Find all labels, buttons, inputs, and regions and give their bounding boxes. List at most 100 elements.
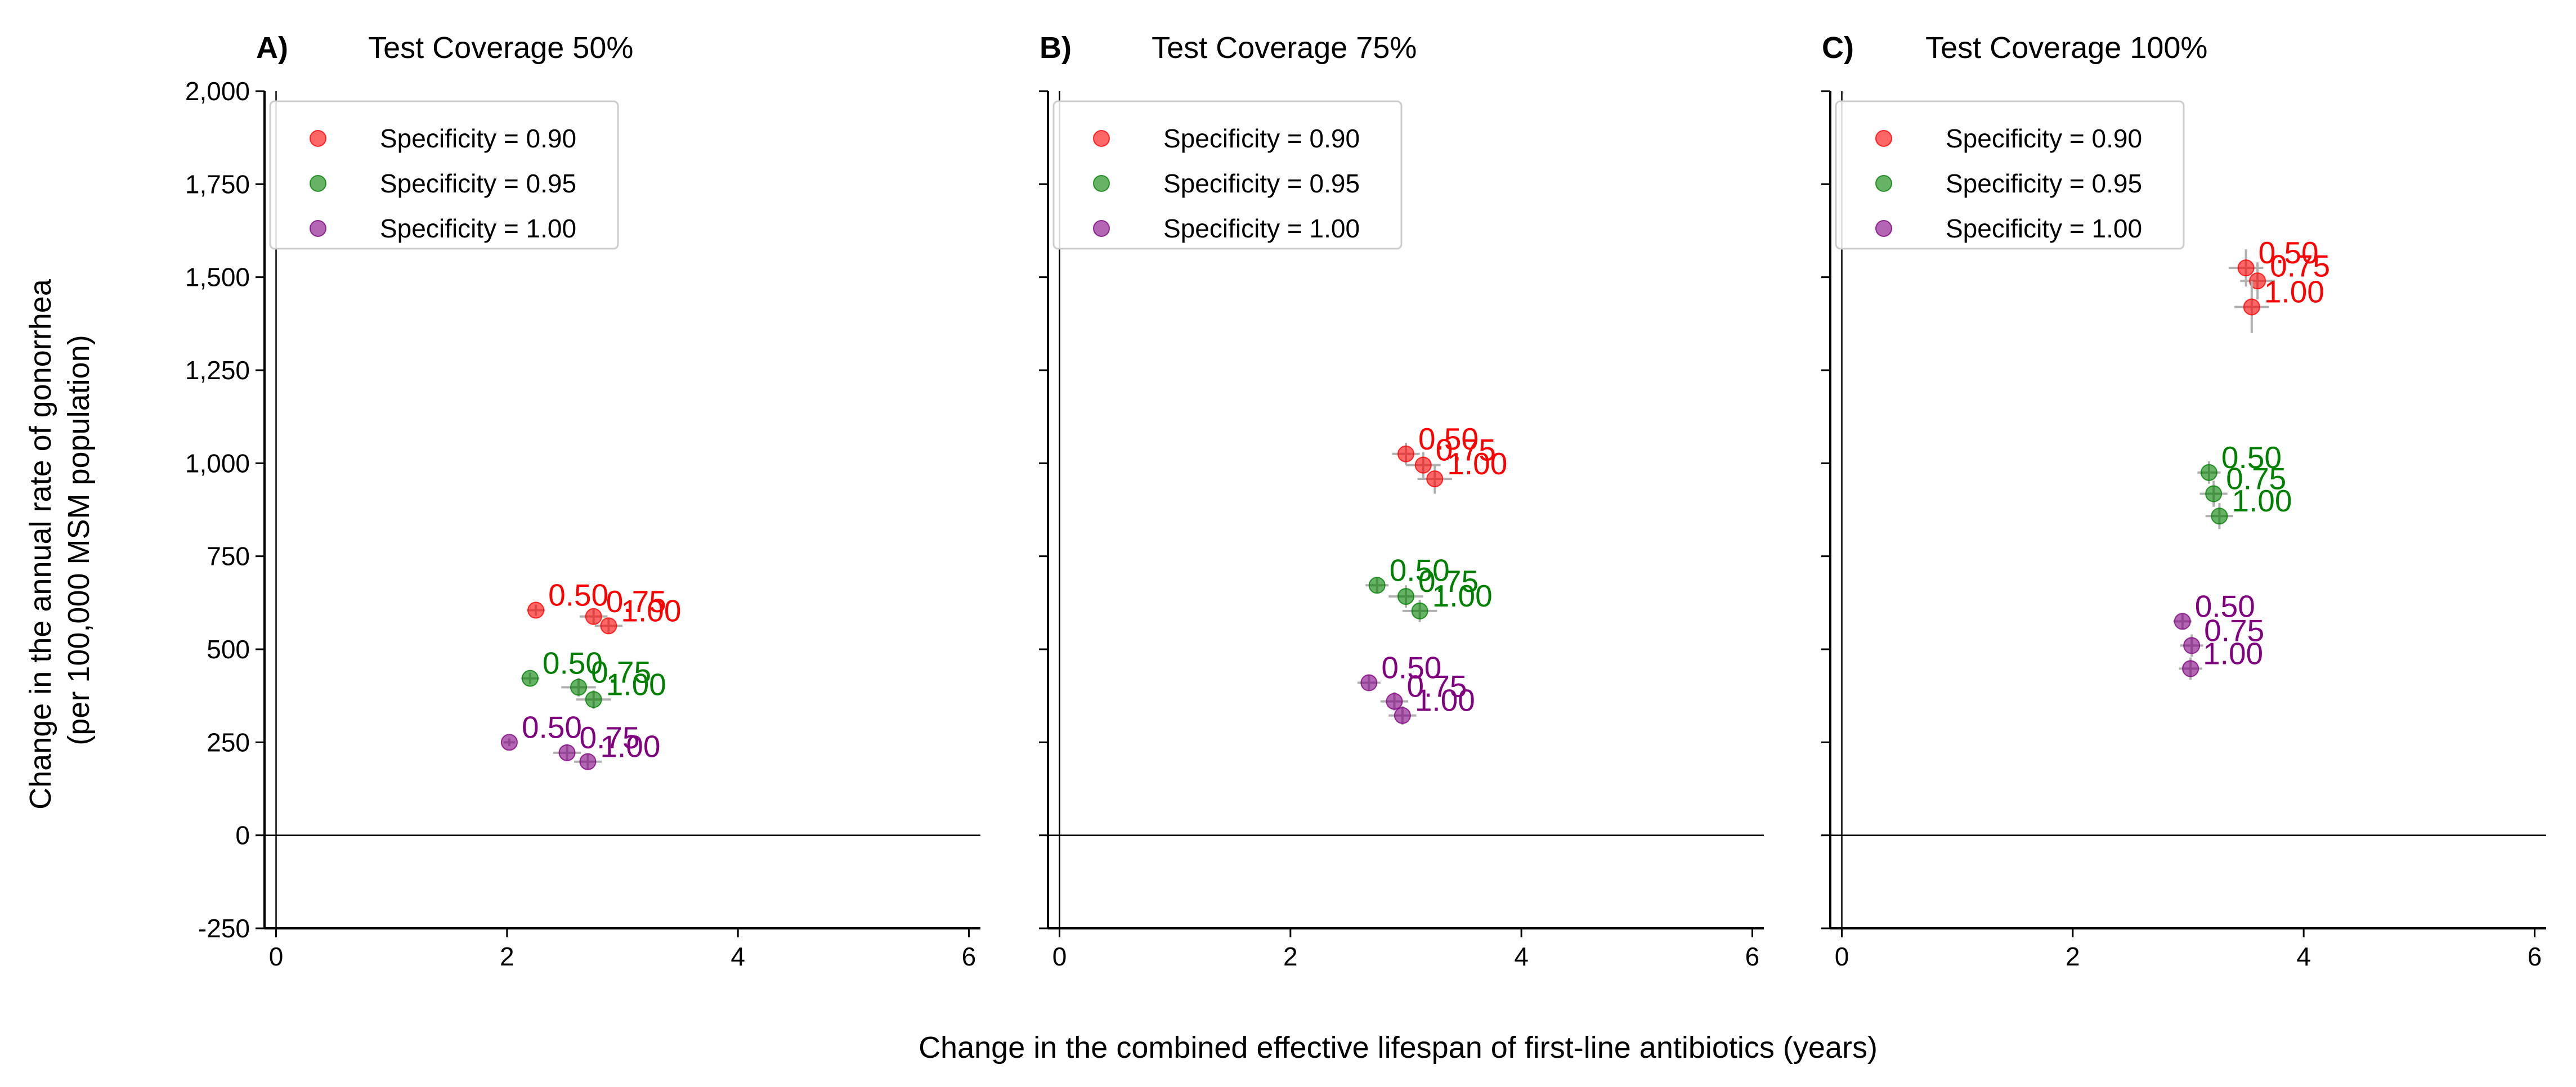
legend-box bbox=[269, 100, 619, 250]
data-point-label: 1.00 bbox=[606, 667, 666, 702]
data-point bbox=[2237, 259, 2255, 277]
data-point-label: 1.00 bbox=[1415, 683, 1475, 718]
data-point-label: 1.00 bbox=[2203, 636, 2263, 671]
legend-box bbox=[1835, 100, 2185, 250]
legend: Specificity = 0.90 Specificity = 0.95 Spec… bbox=[1835, 100, 2185, 250]
y-tick-label: 1,250 bbox=[185, 356, 250, 385]
y-tick-label: 250 bbox=[207, 727, 250, 757]
x-tick-label: 6 bbox=[2528, 942, 2542, 971]
data-point bbox=[2182, 660, 2199, 677]
y-tick-label: -250 bbox=[198, 914, 250, 943]
data-point bbox=[2205, 485, 2223, 502]
legend-marker bbox=[1875, 175, 1892, 192]
x-tick-label: 2 bbox=[2066, 942, 2080, 971]
panel-letter: A) bbox=[256, 31, 288, 65]
x-axis-title: Change in the combined effective lifespa… bbox=[919, 1031, 1878, 1064]
data-point-label: 0.75 bbox=[591, 654, 651, 689]
data-point-label: 1.00 bbox=[2264, 275, 2324, 309]
panel-title: Test Coverage 75% bbox=[1152, 31, 1417, 65]
legend-marker bbox=[1875, 220, 1892, 237]
data-point bbox=[2200, 464, 2217, 481]
data-point bbox=[1397, 445, 1414, 462]
y-tick-label: 2,000 bbox=[185, 77, 250, 106]
data-point bbox=[2183, 637, 2201, 654]
data-point-label: 1.00 bbox=[2232, 483, 2292, 518]
panel-1: Test Coverage 50% A) -250 0 250 500 750 1,000 1,… bbox=[185, 31, 980, 971]
data-point bbox=[2249, 272, 2266, 290]
legend-label: Specificity = 1.00 bbox=[1946, 214, 2142, 243]
legend-label: Specificity = 0.95 bbox=[1946, 169, 2142, 198]
data-point bbox=[527, 601, 545, 619]
x-tick-label: 2 bbox=[1283, 942, 1298, 971]
data-point-label: 0.75 bbox=[2270, 248, 2330, 283]
data-point-label: 0.75 bbox=[1418, 564, 1479, 599]
data-point-label: 1.00 bbox=[1447, 446, 1507, 481]
legend-marker bbox=[1875, 130, 1892, 147]
panels: Test Coverage 50% A) -250 0 250 500 750 1,000 1,… bbox=[185, 31, 2546, 971]
legend-label: Specificity = 0.90 bbox=[1163, 124, 1360, 153]
data-point-label: 1.00 bbox=[600, 729, 660, 764]
x-tick-label: 4 bbox=[1514, 942, 1529, 971]
data-point bbox=[500, 734, 518, 751]
x-tick-label: 0 bbox=[269, 942, 284, 971]
legend-label: Specificity = 1.00 bbox=[1163, 214, 1360, 243]
data-point bbox=[1386, 693, 1403, 710]
data-point bbox=[1411, 602, 1428, 619]
data-point-label: 0.50 bbox=[2259, 235, 2319, 270]
data-point bbox=[570, 679, 588, 696]
data-point-label: 0.75 bbox=[2226, 461, 2286, 496]
data-point-label: 0.75 bbox=[1436, 433, 1496, 468]
x-tick-label: 0 bbox=[1052, 942, 1067, 971]
data-point bbox=[1426, 470, 1444, 488]
panel-title: Test Coverage 100% bbox=[1925, 31, 2207, 65]
panel-letter: B) bbox=[1040, 31, 1072, 65]
data-point-label: 0.50 bbox=[522, 709, 582, 744]
data-point-label: 0.50 bbox=[1390, 553, 1450, 587]
data-point-label: 0.50 bbox=[2195, 589, 2255, 623]
legend-label: Specificity = 0.90 bbox=[380, 124, 576, 153]
data-point bbox=[2243, 298, 2260, 316]
x-tick-label: 6 bbox=[962, 942, 976, 971]
data-point bbox=[600, 617, 617, 635]
y-axis-title: Change in the annual rate of gonorrhea (… bbox=[24, 271, 96, 810]
y-tick-label: 1,750 bbox=[185, 169, 250, 199]
y-tick-label: 0 bbox=[235, 821, 250, 850]
legend-marker bbox=[1093, 175, 1110, 192]
legend-marker bbox=[310, 130, 326, 147]
x-tick-label: 2 bbox=[500, 942, 514, 971]
data-point bbox=[1360, 674, 1378, 691]
legend-label: Specificity = 0.95 bbox=[1163, 169, 1360, 198]
legend-label: Specificity = 1.00 bbox=[380, 214, 576, 243]
y-axis-title-line-1: Change in the annual rate of gonorrhea bbox=[24, 279, 57, 810]
y-axis-title-line-2: (per 100,000 MSM population) bbox=[62, 335, 96, 745]
x-tick-label: 4 bbox=[2296, 942, 2311, 971]
legend-marker bbox=[1093, 220, 1110, 237]
data-point-label: 0.50 bbox=[1418, 421, 1479, 456]
data-point bbox=[585, 691, 602, 708]
data-point bbox=[579, 753, 597, 770]
panel-2: Test Coverage 75%B)0 2 4 60.500.751.000.500… bbox=[1039, 31, 1764, 971]
legend-label: Specificity = 0.90 bbox=[1946, 124, 2142, 153]
data-point bbox=[2211, 507, 2228, 525]
y-tick-label: 1,000 bbox=[185, 448, 250, 478]
data-point bbox=[1397, 588, 1414, 605]
data-point bbox=[558, 744, 576, 761]
legend: Specificity = 0.90 Specificity = 0.95 Spec… bbox=[269, 100, 619, 250]
data-point-label: 0.75 bbox=[606, 584, 666, 619]
data-point-label: 1.00 bbox=[1432, 578, 1493, 613]
data-point bbox=[521, 670, 539, 687]
x-tick-label: 6 bbox=[1745, 942, 1760, 971]
panel-title: Test Coverage 50% bbox=[368, 31, 633, 65]
data-point bbox=[1368, 577, 1386, 594]
y-tick-label: 1,500 bbox=[185, 263, 250, 292]
y-tick-label: 500 bbox=[207, 635, 250, 664]
data-point-label: 0.75 bbox=[580, 720, 640, 755]
panel-letter: C) bbox=[1822, 31, 1854, 65]
data-point bbox=[585, 608, 602, 625]
legend-marker bbox=[310, 175, 326, 192]
data-point-label: 0.75 bbox=[2204, 613, 2264, 648]
data-point-label: 0.50 bbox=[548, 578, 608, 613]
data-point-label: 1.00 bbox=[621, 593, 681, 628]
x-tick-label: 4 bbox=[731, 942, 745, 971]
